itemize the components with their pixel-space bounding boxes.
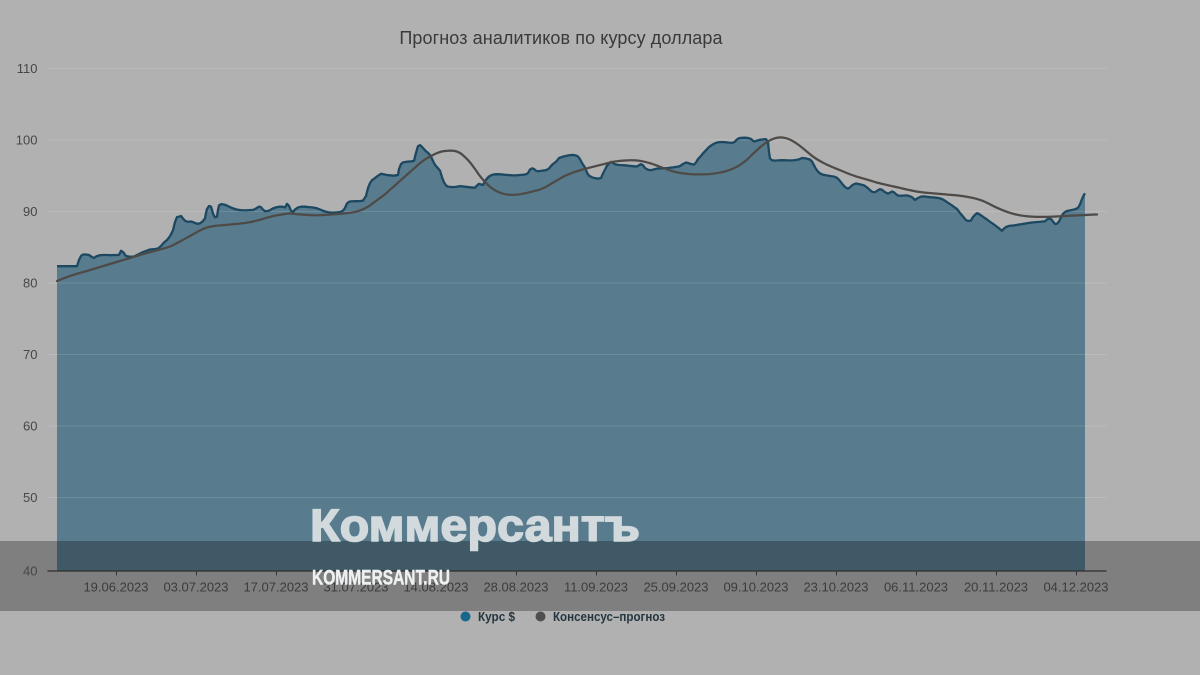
svg-text:06.11.2023: 06.11.2023 [884, 580, 948, 595]
svg-text:100: 100 [16, 133, 38, 148]
svg-text:Курс $: Курс $ [478, 610, 515, 624]
svg-text:14.08.2023: 14.08.2023 [403, 580, 468, 595]
svg-text:28.08.2023: 28.08.2023 [483, 580, 548, 595]
svg-text:Коммерсантъ: Коммерсантъ [310, 500, 640, 551]
svg-text:11.09.2023: 11.09.2023 [564, 580, 628, 595]
svg-text:31.07.2023: 31.07.2023 [323, 580, 388, 595]
svg-text:Консенсус–прогноз: Консенсус–прогноз [553, 610, 665, 624]
svg-text:40: 40 [23, 564, 37, 579]
svg-text:25.09.2023: 25.09.2023 [643, 580, 708, 595]
svg-text:110: 110 [17, 61, 38, 76]
svg-text:50: 50 [23, 490, 37, 505]
svg-text:70: 70 [23, 347, 37, 362]
svg-text:19.06.2023: 19.06.2023 [83, 580, 148, 595]
svg-text:09.10.2023: 09.10.2023 [723, 580, 788, 595]
svg-text:80: 80 [23, 276, 37, 291]
svg-text:04.12.2023: 04.12.2023 [1043, 580, 1108, 595]
svg-text:60: 60 [23, 419, 37, 434]
svg-text:90: 90 [23, 204, 37, 219]
svg-text:17.07.2023: 17.07.2023 [243, 580, 308, 595]
svg-text:KOMMERSANT.RU: KOMMERSANT.RU [312, 566, 450, 590]
svg-text:Прогноз аналитиков по курсу до: Прогноз аналитиков по курсу доллара [399, 28, 723, 48]
svg-text:20.11.2023: 20.11.2023 [964, 580, 1028, 595]
svg-text:03.07.2023: 03.07.2023 [163, 580, 228, 595]
svg-text:23.10.2023: 23.10.2023 [803, 580, 868, 595]
